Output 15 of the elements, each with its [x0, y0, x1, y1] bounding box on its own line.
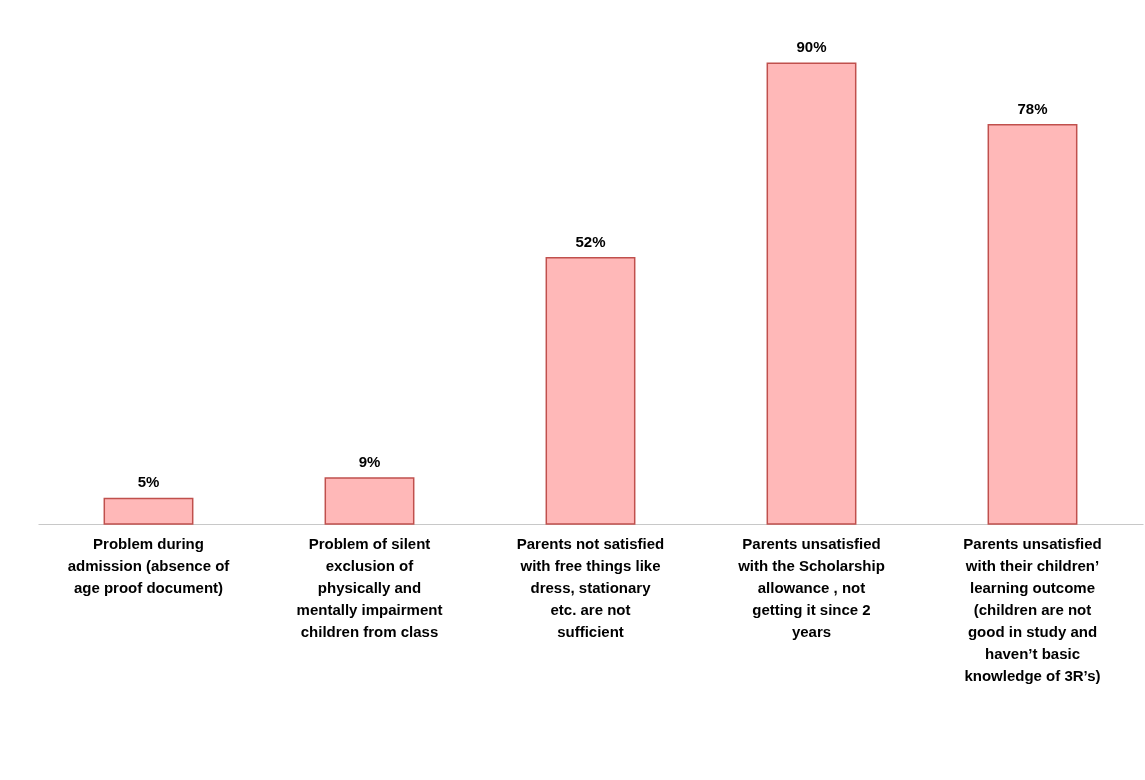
- x-tick-label: Parents unsatisfied with their children’ learning outcome (children are not good in study and haven’t basic knowledge of 3R’s): [963, 534, 1102, 684]
- x-tick-label: Problem of silent exclusion of physically and mentally impairment children from class: [296, 534, 443, 640]
- bar: [987, 123, 1078, 525]
- bar: [545, 257, 636, 525]
- data-label: 90%: [796, 38, 827, 56]
- x-tick-label: Problem during admission (absence of age proof document): [67, 534, 231, 596]
- x-tick-label: Parents not satisfied with free things like dress, stationary etc. are not sufficient: [516, 534, 665, 640]
- bar: [324, 477, 415, 525]
- bar: [103, 497, 194, 525]
- data-label: 52%: [575, 232, 606, 250]
- x-tick-label: Parents unsatisfied with the Scholarship allowance , not getting it since 2 years: [737, 534, 885, 640]
- data-label: 9%: [358, 452, 381, 470]
- data-label: 5%: [137, 473, 160, 491]
- data-label: 78%: [1017, 99, 1048, 117]
- bar: [766, 62, 857, 525]
